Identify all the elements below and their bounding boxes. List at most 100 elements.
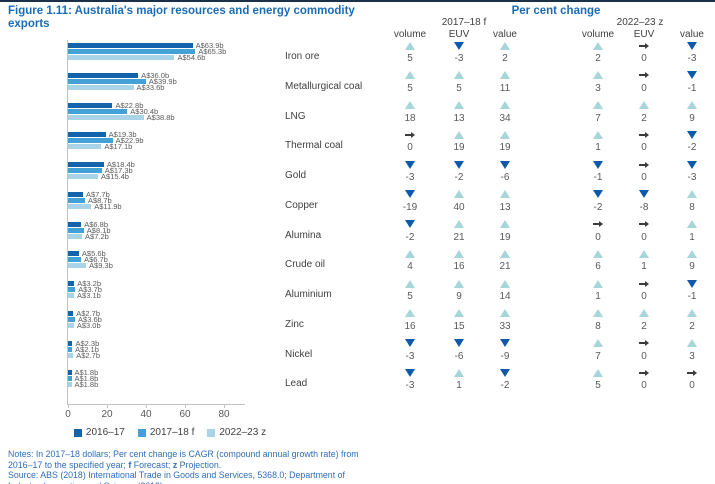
percent-change-value: 4 <box>407 261 413 273</box>
trend-flat-glyph <box>639 42 649 49</box>
percent-change-value: 7 <box>595 112 601 124</box>
column-header-value: value <box>493 29 517 40</box>
trend-flat-icon <box>639 160 649 169</box>
period-header-2017-18: 2017–18 f <box>441 17 487 28</box>
notes-text-segment: Forecast; <box>131 459 173 470</box>
bar-2017-18-f <box>68 197 85 203</box>
commodity-label: Lead <box>285 378 308 390</box>
commodity-label: Aluminium <box>285 289 332 300</box>
commodity-label: Alumina <box>285 229 322 241</box>
percent-change-value: 1 <box>456 380 462 392</box>
bar-2022-23-z <box>68 55 175 60</box>
trend-flat-icon <box>639 279 649 288</box>
trend-up-icon <box>500 279 510 288</box>
bar-2017-18-f <box>68 49 196 54</box>
percent-change-value: 19 <box>499 142 511 154</box>
column-header-value: value <box>680 29 704 40</box>
trend-down-icon <box>687 130 697 139</box>
percent-change-value: -3 <box>405 380 415 392</box>
bar-2022-23-z <box>68 293 75 298</box>
bar-value-label: A$38.8b <box>146 112 175 122</box>
trend-up-glyph <box>500 220 510 228</box>
trend-up-icon <box>593 41 603 50</box>
figure-title: Figure 1.11: Australia's major resources… <box>8 5 355 31</box>
trend-up-glyph <box>593 130 603 139</box>
arrow-head <box>599 221 603 227</box>
trend-up-glyph <box>593 249 603 258</box>
trend-up-glyph <box>454 101 464 109</box>
trend-up-icon <box>405 309 415 318</box>
percent-change-value: 1 <box>595 291 601 302</box>
bar-2016-17 <box>68 132 106 138</box>
arrow-shaft <box>687 371 693 374</box>
trend-up-glyph <box>454 130 464 139</box>
trend-down-glyph <box>454 339 464 347</box>
bar-value-label: A$3.0b <box>76 320 101 330</box>
trend-down-icon <box>639 190 649 199</box>
top-border-rule <box>0 0 715 2</box>
trend-flat-icon <box>639 71 649 80</box>
percent-change-value: 16 <box>404 320 416 332</box>
trend-up-glyph <box>687 249 697 258</box>
trend-up-glyph <box>500 130 510 139</box>
trend-down-icon <box>687 279 697 288</box>
bar-2022-23-z <box>68 114 144 120</box>
bar-value-label: A$65.3b <box>198 47 227 56</box>
legend-item: 2016–17 <box>73 427 125 438</box>
trend-up-glyph <box>454 249 464 258</box>
trend-flat-glyph <box>639 72 649 79</box>
percent-change-value: 0 <box>641 291 647 302</box>
trend-down-icon <box>405 220 415 229</box>
bar-value-label: A$8.1b <box>86 225 111 235</box>
trend-flat-icon <box>639 220 649 229</box>
chart-legend: 2016–17 2017–18 f 2022–23 z <box>55 427 285 438</box>
trend-up-icon <box>639 101 649 110</box>
bar-2016-17 <box>68 340 73 346</box>
bar-value-label: A$7.7b <box>86 189 110 199</box>
trend-down-icon <box>405 160 415 169</box>
x-tick-mark <box>224 405 225 408</box>
arrow-shaft <box>639 282 645 285</box>
arrow-head <box>645 221 649 227</box>
bar-value-label: A$7.2b <box>85 231 109 241</box>
x-tick-mark <box>185 405 186 408</box>
bar-2017-18-f <box>68 346 73 352</box>
trend-down-icon <box>593 160 603 169</box>
trend-down-glyph <box>687 71 697 80</box>
bar-value-label: A$22.8b <box>115 100 144 110</box>
percent-change-value: -1 <box>593 172 603 183</box>
trend-flat-glyph <box>687 369 697 376</box>
trend-flat-icon <box>593 220 603 229</box>
trend-up-icon <box>593 71 603 80</box>
trend-up-glyph <box>500 190 510 199</box>
percent-change-value: 2 <box>502 53 508 64</box>
bar-2016-17 <box>68 72 139 78</box>
trend-down-glyph <box>687 160 697 169</box>
trend-down-glyph <box>593 190 603 199</box>
percent-change-value: 18 <box>404 112 416 124</box>
arrow-shaft <box>639 44 645 47</box>
percent-change-value: 9 <box>689 112 695 124</box>
percent-change-value: 1 <box>689 231 695 243</box>
figure-title-line2: exports <box>8 18 50 30</box>
trend-down-glyph <box>500 339 510 347</box>
trend-up-icon <box>593 309 603 318</box>
trend-up-glyph <box>593 41 603 50</box>
bar-2017-18-f <box>68 138 113 144</box>
bar-2022-23-z <box>68 263 87 269</box>
bar-2017-18-f <box>68 78 146 84</box>
commodity-label: Gold <box>285 170 307 181</box>
arrow-shaft <box>639 223 645 225</box>
arrow-shaft <box>639 74 645 77</box>
trend-up-glyph <box>405 101 415 109</box>
trend-up-glyph <box>500 309 510 318</box>
percent-change-value: 33 <box>499 320 511 332</box>
percent-change-value: -8 <box>639 201 649 213</box>
trend-up-glyph <box>500 249 510 258</box>
notes-and-source: Notes: In 2017–18 dollars; Per cent chan… <box>8 449 359 484</box>
trend-up-glyph <box>593 279 603 288</box>
bar-value-label: A$2.7b <box>76 308 101 318</box>
percent-change-value: 19 <box>453 142 465 154</box>
legend-label: 2016–17 <box>85 427 125 438</box>
percent-change-value: 0 <box>641 142 647 154</box>
